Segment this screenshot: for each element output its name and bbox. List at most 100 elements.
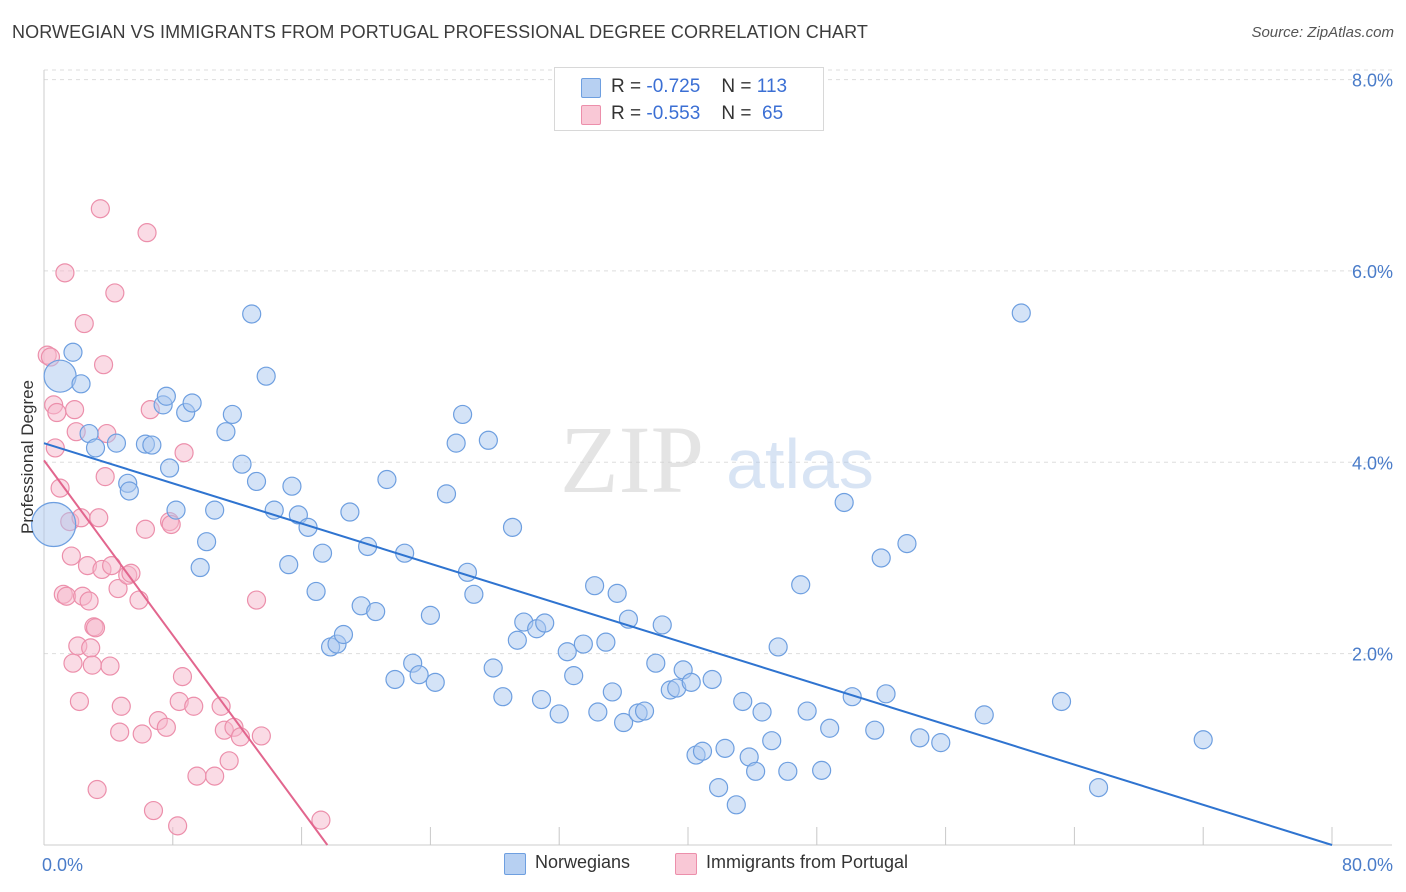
correlation-legend: R = -0.725 N = 113 R = -0.553 N = 65 [554,67,824,131]
norwegian-point [306,581,326,602]
norwegian-point [931,733,951,753]
portugal-point [187,766,207,786]
portugal-point [251,726,271,746]
y-axis-label: Professional Degree [18,380,37,534]
norwegian-point [681,672,701,692]
norwegian-point [205,500,225,520]
legend-n-value: 65 [756,103,784,124]
norwegian-point [778,761,798,781]
norwegian-point [71,374,91,394]
norwegian-point [502,517,523,537]
norwegian-point [409,665,429,685]
portugal-point [85,618,106,638]
trendline-norwegians [43,442,1333,846]
norwegian-point [820,718,840,738]
portugal-point [108,578,128,599]
norwegian-point [31,501,77,548]
portugal-point [63,653,83,673]
portugal-point [172,667,193,687]
norwegian-point [436,484,457,504]
watermark-zip: ZIP [560,406,704,513]
norwegian-point [588,702,608,722]
portugal-point [105,283,125,303]
portugal-point [47,402,67,423]
norwegian-point [752,702,772,722]
portugal-point [135,519,156,539]
norwegian-point [812,760,832,780]
norwegian-point [242,304,262,324]
portugal-point [246,590,267,610]
portugal-point [74,313,94,334]
norwegian-point [312,543,333,563]
norwegian-point [256,366,276,386]
legend-swatch-portugal [581,105,601,125]
norwegian-point [366,601,386,622]
norwegian-point [746,761,766,781]
watermark: ZIP atlas [560,406,874,513]
norwegian-point [733,691,753,712]
portugal-point [82,655,102,675]
portugal-point [205,766,225,786]
portugal-point [55,263,75,283]
portugal-point [45,438,65,458]
norwegian-point [652,615,672,635]
tick-labels: 2.0% 4.0% 6.0% 8.0% 0.0% 80.0% [42,71,1393,875]
norwegian-point [573,634,593,654]
norwegian-point [974,705,994,725]
portugal-point [89,508,109,528]
portugal-point [174,443,194,463]
watermark-atlas: atlas [726,425,874,503]
portugal-point [87,779,107,800]
norwegian-point [910,728,930,748]
norwegian-point [708,777,729,798]
norwegian-point [377,469,397,490]
norwegian-point [222,404,242,425]
legend-n-label: N = [721,76,752,97]
legend-r-value: -0.725 [646,76,701,97]
norwegian-point [549,704,569,724]
legend-n-value: 113 [756,76,788,97]
norwegian-point [190,557,210,578]
norwegian-point [585,576,605,596]
portugal-point [110,722,130,742]
x-tick-label: 0.0% [42,855,83,875]
norwegian-point [634,701,655,721]
norwegian-point [507,630,527,650]
portugal-point [184,696,204,716]
portugal-point [111,696,131,716]
norwegian-point [420,605,440,625]
norwegian-point [493,687,513,707]
portugal-point [90,199,110,219]
portugal-point [81,638,101,658]
norwegian-point [1088,777,1109,798]
trendline-portugal [43,459,329,846]
norwegian-point [156,386,176,406]
norwegian-point [340,502,360,522]
norwegian-point [768,637,788,657]
bottom-legend-label-portugal: Immigrants from Portugal [706,852,909,872]
portugal-point [156,717,176,737]
norwegian-point [646,653,666,673]
norwegian-point [63,342,83,362]
norwegian-point [264,500,284,520]
norwegian-point [762,731,782,751]
portugal-point [132,724,152,744]
series-portugal-points [37,199,331,836]
norwegian-point [166,500,186,520]
norwegian-point [333,624,354,645]
norwegian-point [182,393,202,413]
norwegian-point [232,454,252,474]
norwegian-point [478,430,498,450]
norwegian-point [246,471,267,492]
portugal-point [137,223,157,243]
portugal-point [79,591,99,611]
norwegian-point [834,492,854,513]
norwegian-point [446,433,466,453]
norwegian-point [602,682,622,702]
portugal-point [69,691,90,712]
portugal-point [211,696,231,716]
portugal-point [143,800,164,821]
portugal-point [129,590,149,610]
portugal-point [168,816,188,836]
